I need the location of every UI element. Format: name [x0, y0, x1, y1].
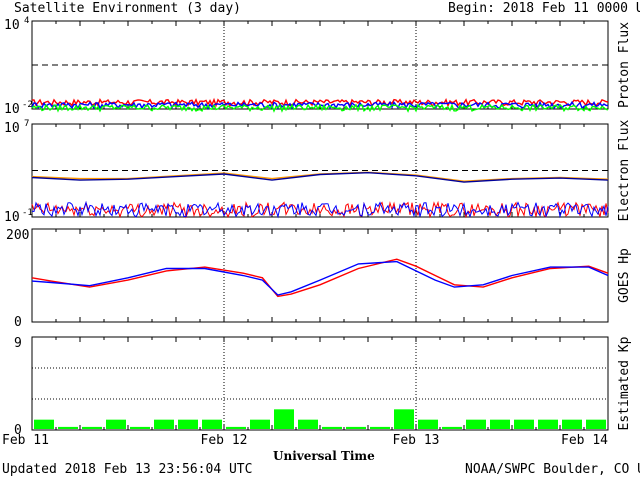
ytick-exp-top: 7	[24, 119, 29, 129]
kp-bar	[466, 419, 486, 429]
kp-bar	[106, 419, 126, 429]
kp-bar	[202, 419, 222, 429]
updated-time: Updated 2018 Feb 13 23:56:04 UTC	[2, 462, 253, 477]
kp-bar	[34, 419, 54, 429]
series-line-red	[31, 258, 609, 298]
ylabel: Proton Flux	[617, 22, 632, 108]
series-line-green	[31, 103, 609, 113]
kp-bar	[274, 409, 294, 429]
kp-bar	[538, 419, 558, 429]
kp-bar	[322, 426, 342, 429]
xtick-label: Feb 14	[561, 433, 608, 448]
xaxis-title: Universal Time	[273, 449, 375, 463]
kp-bar	[58, 426, 78, 429]
kp-bar	[442, 426, 462, 429]
ytick-label-top: 10	[4, 121, 20, 136]
kp-bar	[346, 426, 366, 429]
kp-bar	[178, 419, 198, 429]
ytick-label-top: 10	[4, 18, 20, 33]
chart-title: Satellite Environment (3 day)	[14, 1, 241, 16]
ytick-label-bottom: 0	[14, 315, 22, 330]
series-line-red	[31, 200, 609, 219]
xtick-label: Feb 12	[201, 433, 248, 448]
ylabel: Electron Flux	[617, 119, 632, 221]
kp-bar	[370, 426, 390, 429]
ytick-label-bottom: 10	[4, 210, 20, 225]
panel-frame-3	[31, 336, 609, 431]
kp-bar	[82, 426, 102, 429]
ytick-exp-bottom: -1	[22, 208, 33, 218]
kp-bar	[154, 419, 174, 429]
kp-bar	[562, 419, 582, 429]
kp-bar	[394, 409, 414, 429]
ytick-label-bottom: 10	[4, 102, 20, 117]
xtick-label: Feb 11	[2, 433, 49, 448]
kp-bar	[514, 419, 534, 429]
xtick-label: Feb 13	[393, 433, 440, 448]
ylabel: Estimated Kp	[617, 336, 632, 430]
ytick-label-top: 9	[14, 336, 22, 351]
series-line-dark_blue	[31, 171, 609, 183]
ytick-exp-bottom: -2	[22, 100, 33, 110]
kp-bar	[490, 419, 510, 429]
series-line-red	[31, 97, 609, 108]
series-line-blue	[31, 200, 609, 219]
begin-time: Begin: 2018 Feb 11 0000 UTC	[448, 1, 640, 16]
panel-frame-0	[31, 20, 609, 110]
kp-bar	[226, 426, 246, 429]
ylabel: GOES Hp	[617, 248, 632, 303]
ytick-exp-top: 4	[24, 16, 29, 26]
kp-bar	[586, 419, 606, 429]
kp-bar	[418, 419, 438, 429]
kp-bar	[250, 419, 270, 429]
kp-bar	[298, 419, 318, 429]
credit: NOAA/SWPC Boulder, CO USA	[465, 462, 640, 477]
kp-bar	[130, 426, 150, 429]
series-line-blue	[31, 260, 609, 296]
ytick-label-top: 200	[6, 228, 29, 243]
panel-frame-1	[31, 123, 609, 218]
ytick-label-bottom: 0	[14, 423, 22, 438]
